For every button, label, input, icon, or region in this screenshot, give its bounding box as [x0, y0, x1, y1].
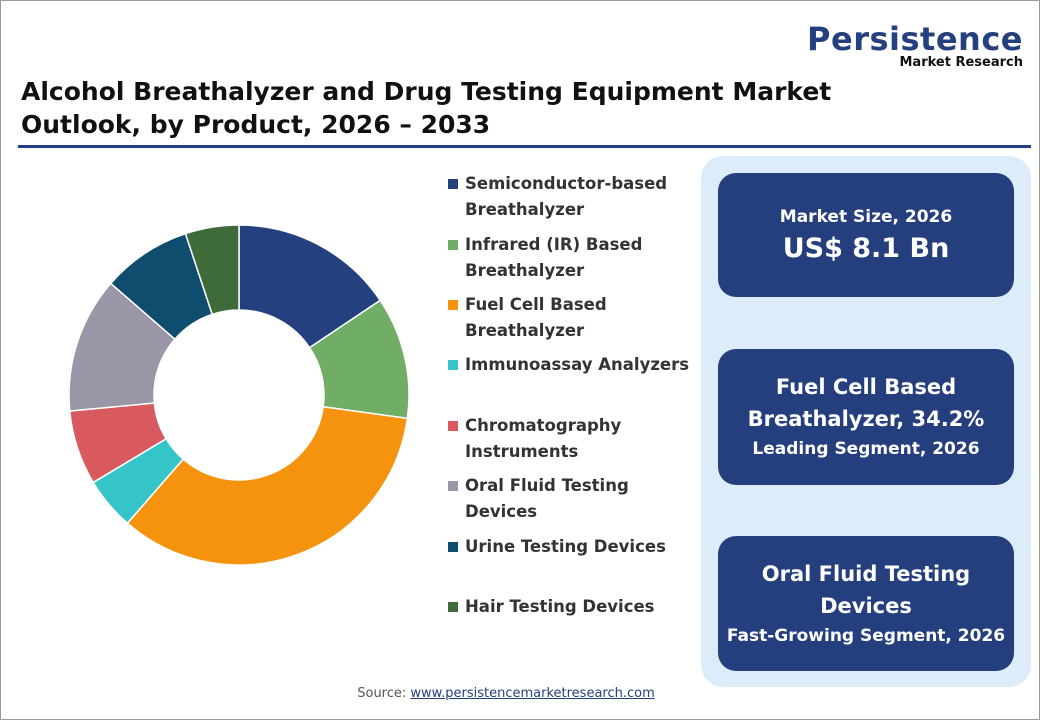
donut-slice [238, 224, 382, 349]
legend-item: Hair Testing Devices [448, 594, 693, 620]
card-value: Oral Fluid Testing Devices [761, 561, 971, 618]
legend-label: Chromatography Instruments [465, 416, 622, 461]
legend-item: Chromatography Instruments [448, 413, 693, 465]
card: Market Size, 2026 US$ 8.1 Bn [718, 173, 1014, 297]
legend-label: Oral Fluid Testing Devices [465, 476, 629, 521]
legend-label: Urine Testing Devices [465, 537, 666, 556]
legend-label: Fuel Cell Based Breathalyzer [465, 295, 607, 340]
card: Oral Fluid Testing Devices Fast-Growing … [718, 536, 1014, 671]
legend-label: Semiconductor-based Breathalyzer [465, 174, 668, 219]
chart [68, 224, 410, 566]
legend-item: Semiconductor-based Breathalyzer [448, 171, 693, 223]
card-value: Fuel Cell Based Breathalyzer, 34.2% [747, 375, 985, 431]
legend-swatch [448, 240, 458, 250]
donut-slice [126, 405, 409, 566]
card-label: Market Size, 2026 [779, 207, 953, 227]
legend-swatch [448, 421, 458, 431]
legend-swatch [448, 602, 458, 612]
logo-name: Persistence [807, 20, 1023, 58]
source: Source: www.persistencemarketresearch.co… [1, 686, 1011, 701]
legend-label: Infrared (IR) Based Breathalyzer [465, 235, 643, 280]
legend-item: Urine Testing Devices [448, 534, 693, 560]
donut-slice [184, 224, 240, 316]
source-link[interactable]: www.persistencemarketresearch.com [410, 686, 655, 701]
card: Fuel Cell Based Breathalyzer, 34.2% Lead… [718, 349, 1014, 485]
chart-title: Alcohol Breathalyzer and Drug Testing Eq… [21, 77, 832, 139]
legend-swatch [448, 179, 458, 189]
legend-swatch [448, 481, 458, 491]
legend-item: Immunoassay Analyzers [448, 352, 693, 378]
legend-swatch [448, 360, 458, 370]
source-label: Source: [357, 686, 407, 701]
legend-item: Oral Fluid Testing Devices [448, 473, 693, 525]
card-label: Fast-Growing Segment, 2026 [726, 625, 1006, 646]
card-label: Leading Segment, 2026 [752, 439, 980, 459]
legend-label: Hair Testing Devices [465, 597, 655, 616]
legend-item: Fuel Cell Based Breathalyzer [448, 292, 693, 344]
legend-item: Infrared (IR) Based Breathalyzer [448, 232, 693, 284]
card-value: US$ 8.1 Bn [782, 233, 950, 264]
logo-sub: Market Research [899, 55, 1024, 70]
legend-swatch [448, 542, 458, 552]
legend-label: Immunoassay Analyzers [465, 355, 690, 374]
logo: Persistence Market Research [807, 21, 1023, 69]
title-rule [18, 145, 1031, 148]
legend-swatch [448, 300, 458, 310]
